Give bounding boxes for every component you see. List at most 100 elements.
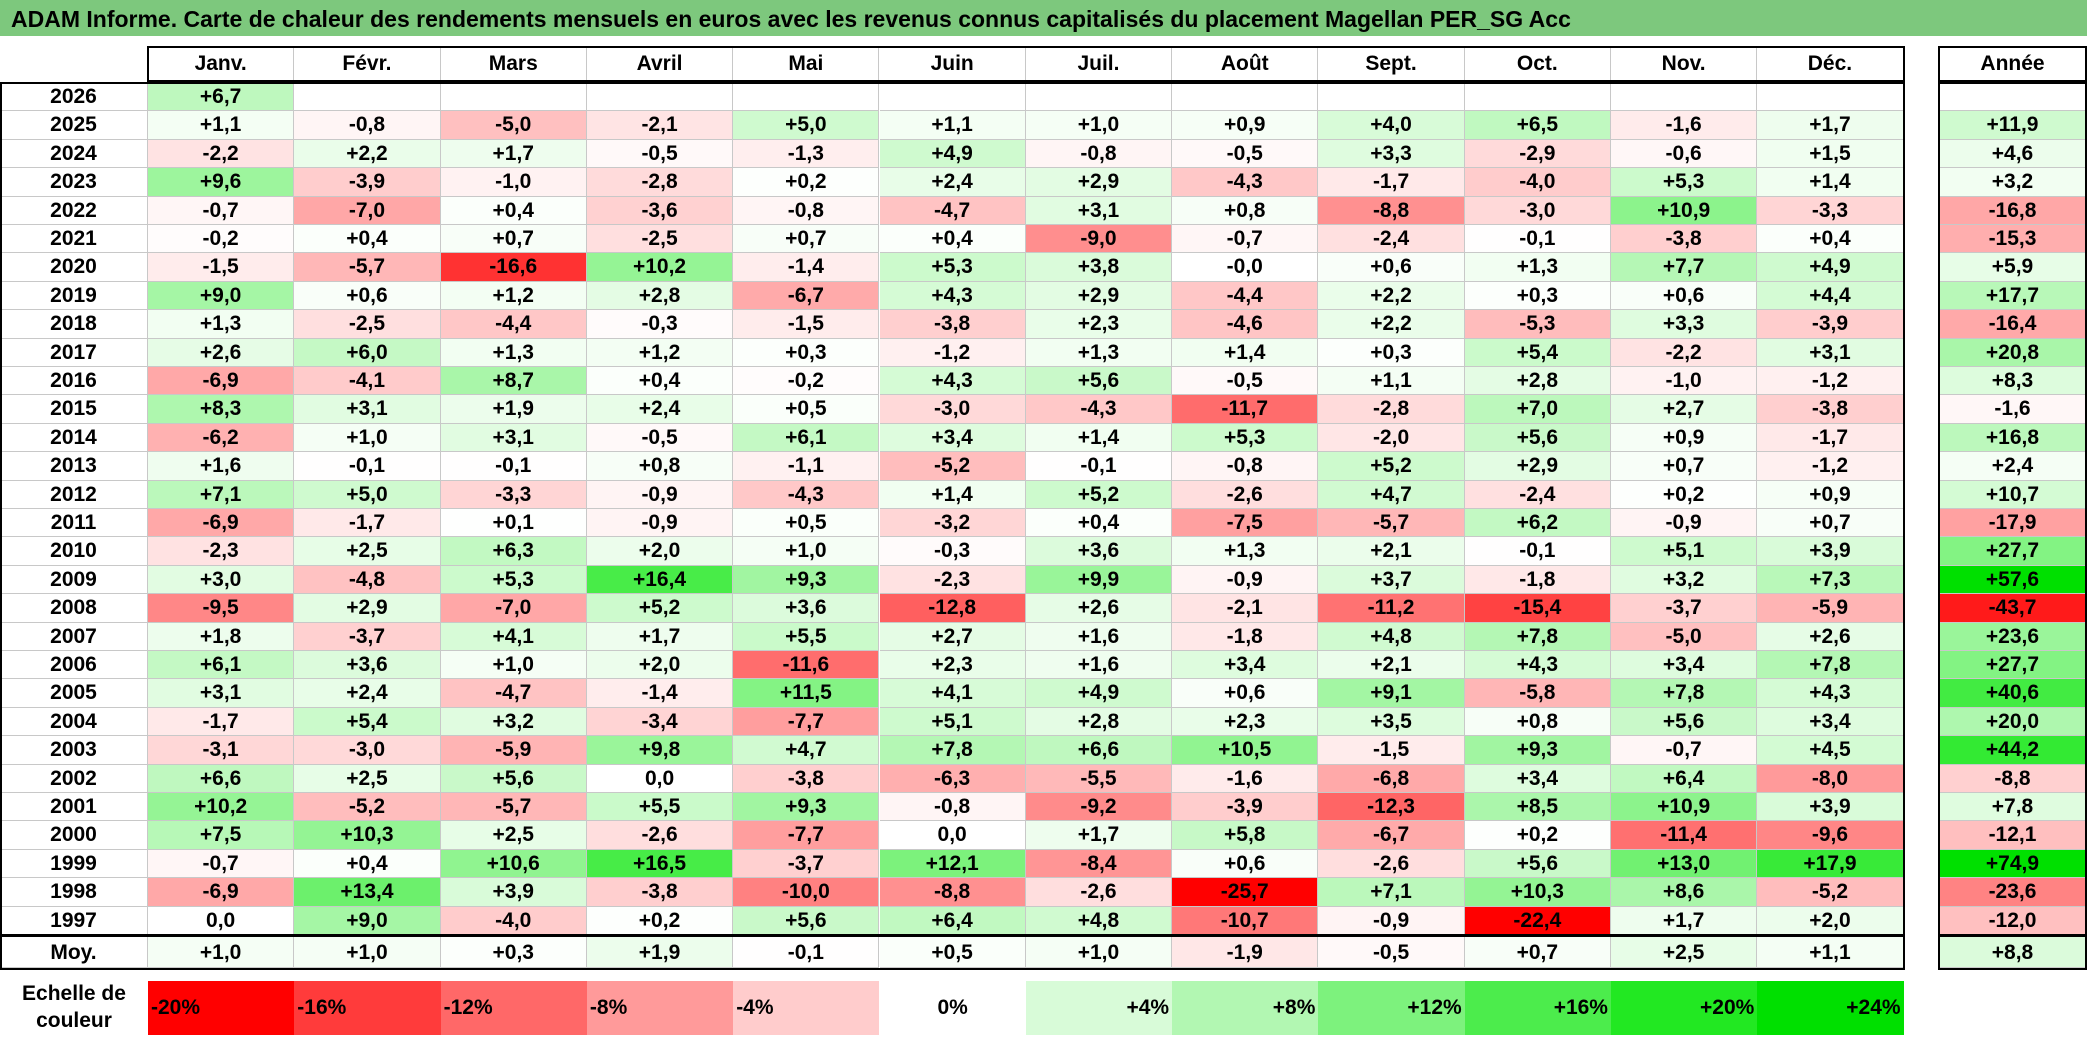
heatmap-cell: +1,7 bbox=[440, 139, 587, 169]
heatmap-cell: +5,6 bbox=[440, 764, 587, 793]
heatmap-cell: +7,1 bbox=[1318, 878, 1465, 907]
heatmap-cell: -2,1 bbox=[586, 111, 734, 140]
heatmap-cell: -1,5 bbox=[733, 310, 880, 339]
heatmap-cell: +1,3 bbox=[148, 310, 295, 339]
heatmap-cell: +5,2 bbox=[1025, 480, 1173, 509]
annual-cell: +27,7 bbox=[1939, 537, 2087, 566]
heatmap-cell: +7,1 bbox=[148, 480, 295, 509]
heatmap-cell: +5,5 bbox=[586, 793, 734, 822]
heatmap-cell: -3,8 bbox=[879, 310, 1026, 339]
heatmap-cell: -0,9 bbox=[1172, 565, 1319, 595]
heatmap-cell: +3,5 bbox=[1318, 707, 1465, 737]
heatmap-cell: +0,2 bbox=[1464, 821, 1611, 850]
average-cell: +0,5 bbox=[879, 937, 1026, 968]
heatmap-cell: +10,9 bbox=[1611, 793, 1758, 822]
heatmap-cell: -1,2 bbox=[1757, 452, 1904, 481]
heatmap-cell: +6,1 bbox=[148, 651, 295, 680]
year-label: 2013 bbox=[0, 452, 148, 481]
annual-cell: -1,6 bbox=[1939, 395, 2087, 424]
heatmap-cell: -6,7 bbox=[1318, 821, 1465, 850]
heatmap-cell: +2,4 bbox=[294, 679, 441, 708]
year-label: 2015 bbox=[0, 395, 148, 424]
heatmap-cell: -5,7 bbox=[1318, 509, 1465, 538]
heatmap-cell: +4,3 bbox=[1464, 651, 1611, 680]
annual-cell: +57,6 bbox=[1939, 565, 2087, 595]
heatmap-cell: 0,0 bbox=[586, 764, 734, 793]
heatmap-cell bbox=[1025, 83, 1173, 112]
heatmap-cell: -0,1 bbox=[1464, 537, 1611, 566]
month-header: Juil. bbox=[1025, 47, 1173, 81]
heatmap-cell: +2,8 bbox=[1025, 707, 1173, 737]
heatmap-cell: +2,0 bbox=[586, 651, 734, 680]
heatmap-cell: +4,1 bbox=[440, 622, 587, 651]
heatmap-cell: +1,7 bbox=[1025, 821, 1173, 850]
heatmap-cell: +6,2 bbox=[1464, 509, 1611, 538]
heatmap-cell: -0,1 bbox=[1464, 225, 1611, 254]
heatmap-cell: +10,6 bbox=[440, 849, 587, 879]
heatmap-cell: -0,5 bbox=[586, 423, 734, 453]
heatmap-cell: -1,1 bbox=[733, 452, 880, 481]
heatmap-cell: -1,8 bbox=[1172, 622, 1319, 651]
heatmap-cell: +6,1 bbox=[733, 423, 880, 453]
heatmap-cell bbox=[1172, 83, 1319, 112]
heatmap-cell: +3,1 bbox=[1757, 338, 1904, 367]
heatmap-cell: -2,0 bbox=[1318, 423, 1465, 453]
annual-cell: +23,6 bbox=[1939, 622, 2087, 651]
heatmap-cell: -1,7 bbox=[1318, 168, 1465, 197]
heatmap-cell: +2,0 bbox=[1757, 906, 1904, 935]
heatmap-cell: +4,9 bbox=[879, 139, 1026, 169]
heatmap-cell: -0,5 bbox=[586, 139, 734, 169]
heatmap-cell: -2,4 bbox=[1318, 225, 1465, 254]
year-label: 2003 bbox=[0, 736, 148, 765]
annual-cell: +8,3 bbox=[1939, 367, 2087, 396]
heatmap-cell: +0,5 bbox=[733, 509, 880, 538]
heatmap-cell: +1,4 bbox=[1757, 168, 1904, 197]
heatmap-cell: -1,6 bbox=[1172, 764, 1319, 793]
heatmap-cell: +1,4 bbox=[1172, 338, 1319, 367]
heatmap-cell: -5,8 bbox=[1464, 679, 1611, 708]
heatmap-cell: -1,5 bbox=[148, 253, 295, 282]
heatmap-cell: +3,1 bbox=[148, 679, 295, 708]
heatmap-cell: +6,4 bbox=[879, 906, 1026, 935]
annual-cell: -23,6 bbox=[1939, 878, 2087, 907]
heatmap-cell: +10,9 bbox=[1611, 196, 1758, 225]
heatmap-cell: -9,6 bbox=[1757, 821, 1904, 850]
heatmap-cell: +2,6 bbox=[1025, 594, 1173, 623]
heatmap-cell: -25,7 bbox=[1172, 878, 1319, 907]
annual-cell: -16,8 bbox=[1939, 196, 2087, 225]
heatmap-cell: +7,0 bbox=[1464, 395, 1611, 424]
annual-cell: +4,6 bbox=[1939, 139, 2087, 169]
heatmap-cell: -4,1 bbox=[294, 367, 441, 396]
color-scale-stop: +8% bbox=[1172, 981, 1319, 1035]
heatmap-cell: +5,3 bbox=[1611, 168, 1758, 197]
heatmap-cell: +5,5 bbox=[733, 622, 880, 651]
heatmap-cell: +4,8 bbox=[1318, 622, 1465, 651]
color-scale-stop: +20% bbox=[1611, 981, 1758, 1035]
heatmap-cell: +3,1 bbox=[294, 395, 441, 424]
heatmap-cell: +3,9 bbox=[440, 878, 587, 907]
heatmap-cell: +4,9 bbox=[1025, 679, 1173, 708]
heatmap-cell: -22,4 bbox=[1464, 906, 1611, 935]
heatmap-cell: +0,9 bbox=[1757, 480, 1904, 509]
heatmap-cell: +4,8 bbox=[1025, 906, 1173, 935]
heatmap-cell: +0,8 bbox=[1464, 707, 1611, 737]
heatmap-cell: +2,5 bbox=[440, 821, 587, 850]
heatmap-cell: +7,8 bbox=[1757, 651, 1904, 680]
heatmap-cell: +3,4 bbox=[879, 423, 1026, 453]
heatmap-cell: +5,2 bbox=[586, 594, 734, 623]
heatmap-cell: -0,8 bbox=[1025, 139, 1173, 169]
heatmap-cell: -5,5 bbox=[1025, 764, 1173, 793]
heatmap-cell: +0,3 bbox=[733, 338, 880, 367]
heatmap-cell: +2,8 bbox=[586, 281, 734, 311]
annual-cell bbox=[1939, 83, 2087, 112]
annual-cell: +2,4 bbox=[1939, 452, 2087, 481]
heatmap-cell: -5,2 bbox=[294, 793, 441, 822]
color-scale-stop: +16% bbox=[1464, 981, 1611, 1035]
heatmap-cell: -3,6 bbox=[586, 196, 734, 225]
heatmap-cell: -0,8 bbox=[294, 111, 441, 140]
heatmap-cell: -9,5 bbox=[148, 594, 295, 623]
month-header: Janv. bbox=[148, 47, 295, 81]
heatmap-cell: +1,3 bbox=[1464, 253, 1611, 282]
heatmap-cell: -1,7 bbox=[294, 509, 441, 538]
heatmap-cell: +0,3 bbox=[1318, 338, 1465, 367]
